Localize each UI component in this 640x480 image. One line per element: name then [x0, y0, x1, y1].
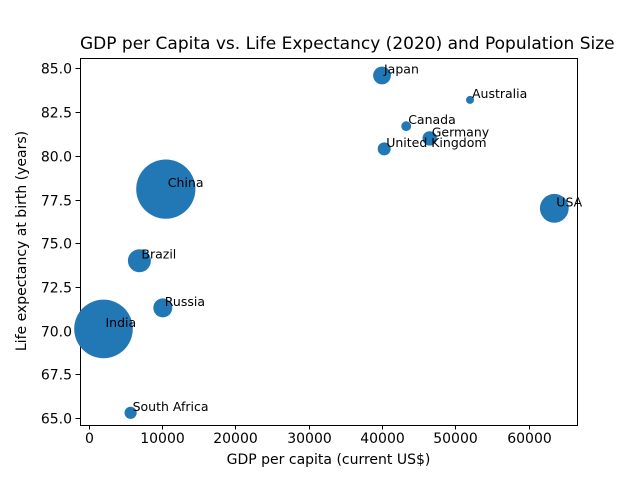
y-tick-label: 70.0 — [41, 325, 72, 341]
y-tick-label: 82.5 — [41, 106, 72, 122]
x-tick-label: 60000 — [507, 431, 552, 447]
y-axis-label-text: Life expectancy at birth (years) — [14, 130, 30, 352]
country-label-russia: Russia — [165, 294, 205, 309]
country-label-india: India — [106, 315, 137, 330]
bubble-brazil — [127, 249, 151, 273]
bubble-usa — [539, 193, 569, 223]
x-tick-label: 0 — [85, 431, 94, 447]
bubble-india — [74, 299, 133, 359]
y-tick-label: 67.5 — [41, 368, 72, 384]
x-tick-label: 30000 — [287, 431, 332, 447]
country-label-australia: Australia — [472, 86, 527, 101]
bubble-united-kingdom — [377, 142, 391, 156]
y-tick-label: 77.5 — [41, 194, 72, 210]
y-tick-label: 85.0 — [41, 62, 72, 78]
y-tick-label: 80.0 — [41, 150, 72, 166]
bubble-germany — [422, 131, 437, 146]
country-label-canada: Canada — [408, 112, 456, 127]
country-label-japan: Japan — [383, 62, 419, 77]
bubble-china — [136, 159, 196, 219]
x-tick-label: 10000 — [140, 431, 185, 447]
x-axis-label: GDP per capita (current US$) — [226, 452, 431, 468]
country-label-china: China — [168, 175, 204, 190]
country-label-usa: USA — [556, 194, 582, 209]
country-label-germany: Germany — [432, 124, 490, 139]
y-tick-label: 65.0 — [41, 412, 72, 428]
bubble-russia — [153, 298, 173, 318]
y-tick-label: 72.5 — [41, 281, 72, 297]
x-tick-label: 50000 — [433, 431, 478, 447]
bubble-australia — [466, 95, 474, 104]
y-tick-label: 75.0 — [41, 237, 72, 253]
chart-title: GDP per Capita vs. Life Expectancy (2020… — [80, 34, 615, 54]
country-label-united-kingdom: United Kingdom — [386, 135, 486, 150]
x-tick-label: 40000 — [360, 431, 405, 447]
plot-frame — [80, 58, 578, 426]
country-label-south-africa: South Africa — [133, 399, 209, 414]
bubble-canada — [401, 121, 412, 132]
x-tick-label: 20000 — [213, 431, 258, 447]
bubble-japan — [373, 66, 391, 85]
bubble-south-africa — [124, 406, 137, 419]
country-label-brazil: Brazil — [141, 247, 176, 262]
